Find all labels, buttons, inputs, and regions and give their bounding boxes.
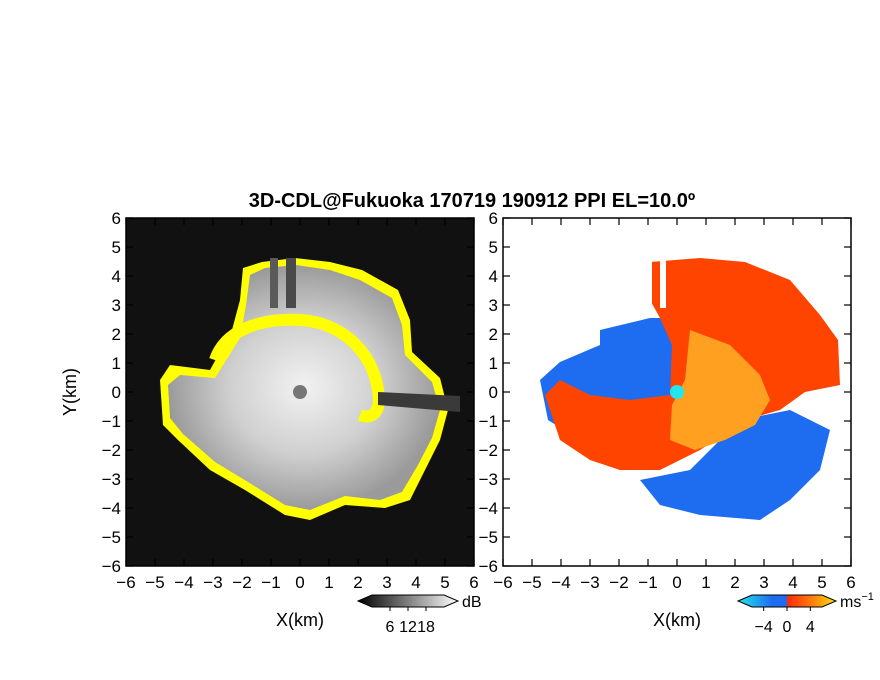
dB-colorbar-tick-label: 18 bbox=[417, 619, 435, 636]
dB-colorbar-tick-label: 12 bbox=[399, 619, 417, 636]
velocity-negative-south-region bbox=[640, 410, 830, 520]
velocity-ytick-label: −4 bbox=[479, 499, 498, 518]
velocity-unit-base: ms bbox=[840, 594, 861, 611]
velocity-xtick-label: −6 bbox=[493, 573, 512, 592]
reflectivity-ytick-label: 3 bbox=[112, 296, 121, 315]
reflectivity-xtick-label: 5 bbox=[440, 573, 449, 592]
radar-site-velocity bbox=[670, 385, 684, 399]
echo-inner-ring bbox=[209, 313, 385, 423]
velocity-ytick-label: −1 bbox=[479, 412, 498, 431]
reflectivity-xtick-label: −5 bbox=[145, 573, 164, 592]
velocity-colorbar-tick-label: −4 bbox=[755, 619, 773, 636]
reflectivity-xtick-label: −1 bbox=[261, 573, 280, 592]
reflectivity-xtick-label: 4 bbox=[411, 573, 420, 592]
velocity-xtick-label: 5 bbox=[817, 573, 826, 592]
reflectivity-xtick-label: 2 bbox=[353, 573, 362, 592]
reflectivity-ytick-label: 2 bbox=[112, 325, 121, 344]
velocity-xtick-label: −3 bbox=[580, 573, 599, 592]
velocity-beam-gap-2 bbox=[660, 258, 666, 308]
velocity-panel: −6 −5 −4 −3 −2 −1 0 1 2 3 4 5 6 −6−5−4−3−2−10123456 … bbox=[479, 209, 874, 636]
velocity-ytick-label: 0 bbox=[489, 383, 498, 402]
velocity-colorbar-ticks: −4 0 4 bbox=[755, 607, 815, 636]
reflectivity-ytick-label: −3 bbox=[102, 470, 121, 489]
reflectivity-ytick-label: −5 bbox=[102, 528, 121, 547]
velocity-ytick-label: −3 bbox=[479, 470, 498, 489]
reflectivity-y-axis-label: Y(km) bbox=[60, 368, 80, 416]
dB-colorbar-ticks: 6 12 18 bbox=[386, 607, 435, 636]
velocity-xtick-label: 1 bbox=[701, 573, 710, 592]
reflectivity-ytick-label: −6 bbox=[102, 557, 121, 576]
velocity-ytick-label: 2 bbox=[489, 325, 498, 344]
velocity-ytick-label: 6 bbox=[489, 209, 498, 228]
velocity-xtick-label: 6 bbox=[846, 573, 855, 592]
reflectivity-ytick-label: −1 bbox=[102, 412, 121, 431]
reflectivity-colorbar: dB 6 12 18 bbox=[356, 594, 482, 636]
reflectivity-xtick-label: −2 bbox=[232, 573, 251, 592]
velocity-colorbar-tick-label: 4 bbox=[806, 619, 815, 636]
velocity-xtick-label: 4 bbox=[788, 573, 797, 592]
dB-colorbar-bar bbox=[356, 594, 460, 608]
reflectivity-xtick-label: −3 bbox=[203, 573, 222, 592]
velocity-ytick-label: −2 bbox=[479, 441, 498, 460]
velocity-ytick-label: −5 bbox=[479, 528, 498, 547]
velocity-colorbar-unit: ms−1 bbox=[840, 591, 874, 611]
velocity-ytick-label: −6 bbox=[479, 557, 498, 576]
velocity-xtick-label: −4 bbox=[551, 573, 570, 592]
reflectivity-xtick-label: −4 bbox=[174, 573, 193, 592]
reflectivity-ytick-label: 6 bbox=[112, 209, 121, 228]
reflectivity-xtick-label: 1 bbox=[324, 573, 333, 592]
velocity-colorbar-bar bbox=[736, 594, 838, 608]
velocity-xtick-label: 2 bbox=[730, 573, 739, 592]
reflectivity-xtick-label: 6 bbox=[469, 573, 478, 592]
reflectivity-echo bbox=[160, 258, 460, 520]
velocity-y-ticks: −6 −5 −4 −3 −2 −1 0 1 2 3 4 5 6 bbox=[479, 209, 851, 576]
reflectivity-xtick-label: 3 bbox=[382, 573, 391, 592]
reflectivity-y-ticks: −6 −5 −4 −3 −2 −1 0 1 2 3 4 5 6 bbox=[102, 209, 474, 576]
velocity-x-axis-label: X(km) bbox=[653, 610, 701, 630]
velocity-xtick-label: −5 bbox=[522, 573, 541, 592]
velocity-xtick-label: −1 bbox=[638, 573, 657, 592]
dB-colorbar-tick-label: 6 bbox=[386, 619, 395, 636]
reflectivity-ytick-label: 4 bbox=[112, 267, 121, 286]
velocity-x-ticks: −6 −5 −4 −3 −2 −1 0 1 2 3 4 5 6 bbox=[493, 218, 856, 592]
velocity-xtick-label: −2 bbox=[609, 573, 628, 592]
dB-colorbar-unit: dB bbox=[462, 594, 482, 611]
reflectivity-ytick-label: 5 bbox=[112, 238, 121, 257]
velocity-echo bbox=[540, 258, 840, 520]
reflectivity-x-ticks: −6 −5 −4 −3 −2 −1 0 1 2 3 4 5 6 bbox=[116, 218, 479, 592]
beam-block-north bbox=[286, 258, 296, 308]
beam-block-east bbox=[378, 392, 460, 412]
figure-title: 3D-CDL@Fukuoka 170719 190912 PPI EL=10.0… bbox=[249, 190, 695, 212]
reflectivity-x-axis-label: X(km) bbox=[276, 610, 324, 630]
reflectivity-ytick-label: −2 bbox=[102, 441, 121, 460]
reflectivity-panel: −6 −5 −4 −3 −2 −1 0 1 2 3 4 5 6 −6−5−4−3−2−10123456 … bbox=[60, 209, 482, 636]
reflectivity-ytick-label: −4 bbox=[102, 499, 121, 518]
beam-block-west bbox=[270, 258, 278, 308]
velocity-ytick-label: 1 bbox=[489, 354, 498, 373]
velocity-xtick-label: 0 bbox=[672, 573, 681, 592]
velocity-colorbar: ms−1 −4 0 4 bbox=[736, 591, 874, 636]
velocity-core bbox=[670, 330, 770, 450]
velocity-xtick-label: 3 bbox=[759, 573, 768, 592]
reflectivity-xtick-label: −6 bbox=[116, 573, 135, 592]
reflectivity-ytick-label: 1 bbox=[112, 354, 121, 373]
velocity-ytick-label: 3 bbox=[489, 296, 498, 315]
velocity-beam-gap-1 bbox=[646, 258, 652, 308]
velocity-ytick-label: 5 bbox=[489, 238, 498, 257]
reflectivity-ytick-label: 0 bbox=[112, 383, 121, 402]
velocity-unit-exponent: −1 bbox=[861, 591, 874, 603]
radar-site-reflectivity bbox=[293, 385, 307, 399]
velocity-ytick-label: 4 bbox=[489, 267, 498, 286]
reflectivity-xtick-label: 0 bbox=[295, 573, 304, 592]
velocity-colorbar-tick-label: 0 bbox=[783, 619, 792, 636]
